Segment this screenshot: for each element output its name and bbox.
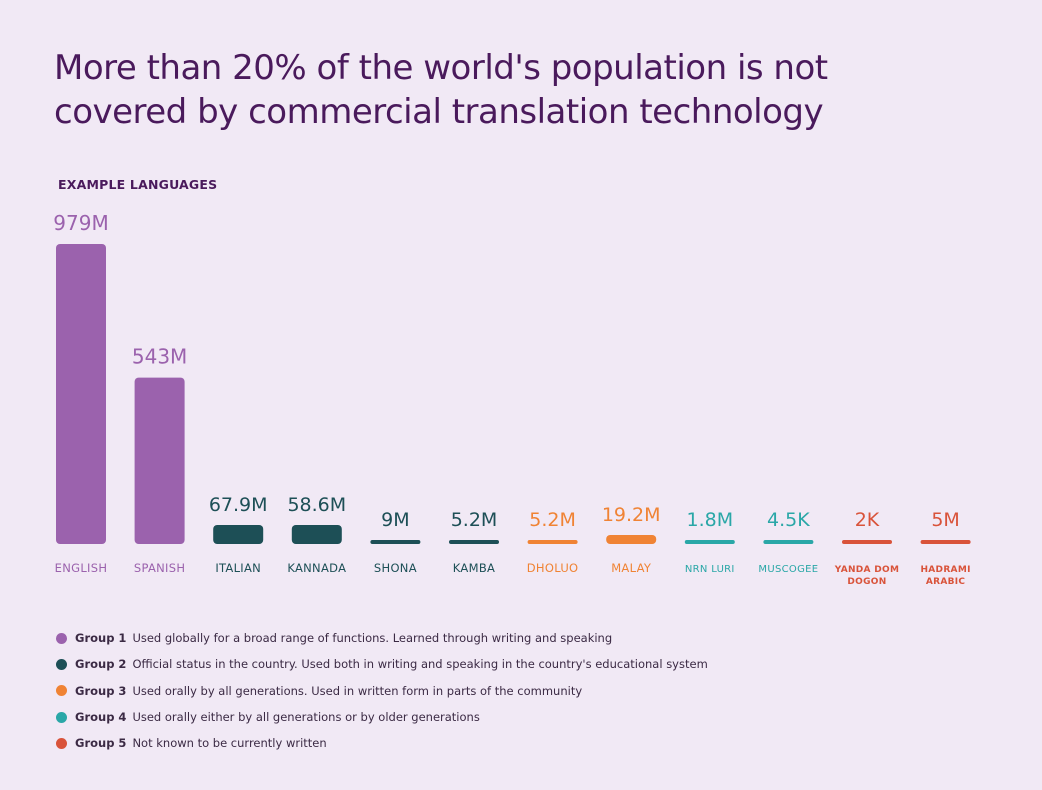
bar-italian	[213, 525, 264, 544]
value-label: 979M	[53, 211, 108, 235]
category-label: ARABIC	[926, 577, 966, 587]
legend-group-name: Group 1	[75, 631, 127, 646]
category-label: MUSCOGEE	[758, 564, 818, 575]
category-label: HADRAMI	[920, 565, 970, 575]
legend-item: Group 2 Official status in the country. U…	[56, 651, 708, 677]
value-label: 5.2M	[529, 509, 576, 531]
legend-item: Group 1 Used globally for a broad range o…	[56, 625, 708, 651]
bar-english	[56, 244, 106, 544]
category-label: KAMBA	[453, 561, 495, 575]
legend-description: Used orally either by all generations or…	[132, 710, 480, 725]
legend-description: Used orally by all generations. Used in …	[132, 683, 583, 698]
category-label: SPANISH	[134, 561, 185, 575]
legend-item: Group 5 Not known to be currently written	[56, 730, 708, 756]
bar-yanda-dom-dogon	[842, 540, 892, 544]
category-label: ITALIAN	[215, 561, 261, 575]
category-label: MALAY	[611, 561, 652, 575]
bar-spanish	[134, 377, 185, 544]
value-label: 9M	[381, 509, 409, 531]
category-label: SHONA	[374, 561, 417, 575]
legend-group-name: Group 5	[75, 736, 127, 751]
bar-chart: 979M ENGLISH 543M SPANISH 67.9M ITALIAN 58.6M K…	[53, 211, 971, 587]
category-label: KANNADA	[287, 561, 346, 575]
bar-muscogee	[763, 540, 814, 544]
value-label: 543M	[132, 345, 187, 369]
bar-dholuo	[527, 540, 578, 544]
value-label: 4.5K	[767, 509, 810, 531]
legend-group-name: Group 2	[75, 657, 127, 672]
bar-kannada	[291, 525, 342, 544]
category-label: NRN LURI	[685, 564, 735, 575]
legend-dot-icon	[56, 658, 67, 670]
legend-dot-icon	[56, 632, 67, 644]
value-label: 5.2M	[451, 509, 498, 531]
legend-dot-icon	[56, 711, 67, 723]
chart-title: More than 20% of the world's population …	[54, 48, 828, 132]
chart-subtitle: EXAMPLE LANGUAGES	[58, 177, 218, 192]
value-label: 5M	[931, 509, 959, 531]
bar-kamba	[449, 540, 499, 544]
value-label: 58.6M	[287, 494, 346, 516]
bar-nrn-luri	[684, 540, 735, 544]
legend-description: Official status in the country. Used bot…	[132, 657, 708, 672]
legend-group-name: Group 4	[75, 710, 127, 725]
category-label: ENGLISH	[55, 561, 108, 575]
value-label: 67.9M	[209, 494, 268, 516]
legend: Group 1 Used globally for a broad range o…	[56, 625, 708, 756]
legend-group-name: Group 3	[75, 683, 127, 698]
category-label: DOGON	[847, 577, 886, 587]
legend-dot-icon	[56, 737, 67, 749]
legend-description: Used globally for a broad range of funct…	[132, 631, 613, 646]
legend-description: Not known to be currently written	[132, 736, 327, 751]
legend-item: Group 4 Used orally either by all generat…	[56, 704, 708, 730]
legend-dot-icon	[56, 685, 67, 697]
bar-hadrami-arabic	[920, 540, 971, 544]
bar-shona	[370, 540, 421, 544]
category-label: YANDA DOM	[834, 565, 900, 575]
value-label: 1.8M	[686, 509, 733, 531]
value-label: 2K	[855, 509, 880, 531]
value-label: 19.2M	[602, 504, 661, 526]
legend-item: Group 3 Used orally by all generations. U…	[56, 678, 708, 704]
bar-malay	[606, 535, 657, 544]
category-label: DHOLUO	[527, 561, 579, 575]
